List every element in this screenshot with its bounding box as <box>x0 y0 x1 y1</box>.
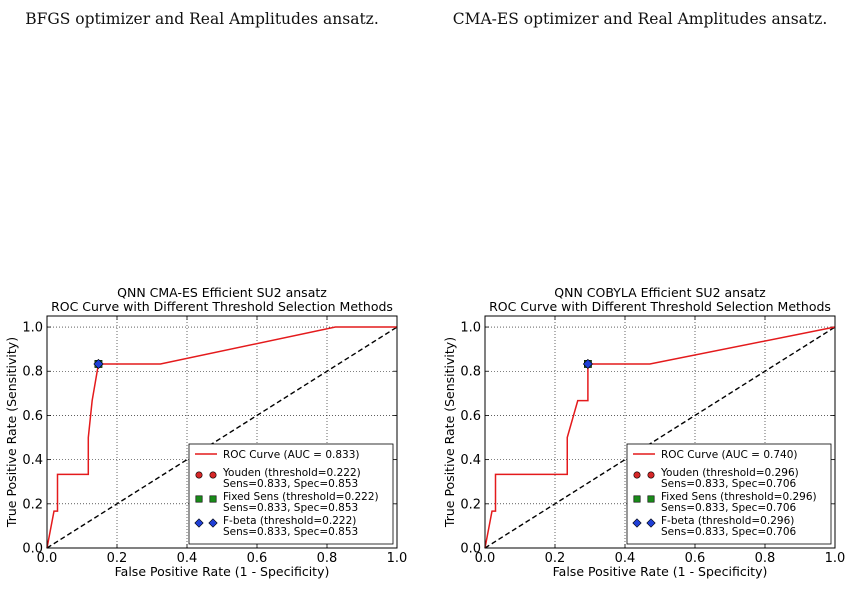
legend-marker-diamond <box>208 518 218 528</box>
y-tick-label: 0.2 <box>22 497 43 512</box>
x-tick-label: 0.0 <box>37 551 58 566</box>
legend-detail: Sens=0.833, Spec=0.853 <box>223 526 358 538</box>
legend-marker-diamond <box>646 518 656 528</box>
legend-marker-square <box>195 495 203 503</box>
legend-marker-circle <box>209 471 217 479</box>
y-tick-label: 0.0 <box>22 542 43 557</box>
x-tick-label: 0.2 <box>545 551 566 566</box>
y-tick-label: 0.2 <box>460 497 481 512</box>
legend-label: Youden (threshold=0.296) <box>660 467 799 479</box>
y-tick-label: 1.0 <box>22 321 43 336</box>
y-tick-label: 0.4 <box>22 453 43 468</box>
x-tick-label: 0.6 <box>247 551 268 566</box>
chart-title: QNN CMA-ES Efficient SU2 ansatz <box>117 285 327 300</box>
y-axis-label: True Positive Rate (Sensitivity) <box>442 337 457 528</box>
legend-marker-diamond <box>194 518 204 528</box>
legend-label: F-beta (threshold=0.222) <box>223 515 356 527</box>
x-tick-label: 0.8 <box>317 551 338 566</box>
legend-detail: Sens=0.833, Spec=0.706 <box>661 478 797 490</box>
y-tick-label: 0.6 <box>22 409 43 424</box>
x-tick-label: 0.2 <box>107 551 128 566</box>
x-tick-label: 0.4 <box>177 551 198 566</box>
y-tick-label: 0.8 <box>22 365 43 380</box>
axes-frame <box>46 315 398 549</box>
legend-marker-diamond <box>632 518 642 528</box>
legend-label: Fixed Sens (threshold=0.296) <box>661 491 817 503</box>
legend-label: Fixed Sens (threshold=0.222) <box>223 491 379 503</box>
x-tick-label: 0.4 <box>615 551 636 566</box>
diagonal-reference-line <box>484 326 836 549</box>
legend: ROC Curve (AUC = 0.833) Youden (threshold… <box>188 443 394 545</box>
roc-curve-line <box>484 326 836 549</box>
caption-line-2: CMA-ES optimizer and Real Amplitudes ans… <box>452 10 828 28</box>
figure-caption-left: BFGS optimizer and Real Amplitudes ansat… <box>2 0 402 52</box>
x-tick-label: 0.8 <box>755 551 776 566</box>
x-axis-label: False Positive Rate (1 - Specificity) <box>553 564 768 579</box>
legend-box <box>626 443 832 545</box>
figure-caption-right: CMA-ES optimizer and Real Amplitudes ans… <box>440 0 840 52</box>
roc-chart-right: QNN COBYLA Efficient SU2 ansatz ROC Curve… <box>438 282 858 588</box>
legend-marker-circle <box>195 471 203 479</box>
x-tick-label: 0.0 <box>475 551 496 566</box>
threshold-marker-diamond <box>93 358 104 369</box>
chart-title: QNN COBYLA Efficient SU2 ansatz <box>554 285 766 300</box>
legend-detail: Sens=0.833, Spec=0.706 <box>661 526 797 538</box>
x-tick-label: 1.0 <box>825 551 846 566</box>
chart-subtitle: ROC Curve with Different Threshold Selec… <box>489 299 831 314</box>
legend-label: ROC Curve (AUC = 0.833) <box>223 449 359 461</box>
y-tick-label: 0.4 <box>460 453 481 468</box>
legend-marker-square <box>647 495 655 503</box>
legend: ROC Curve (AUC = 0.740) Youden (threshold… <box>626 443 832 545</box>
y-tick-label: 0.8 <box>460 365 481 380</box>
legend-marker-square <box>209 495 217 503</box>
legend-detail: Sens=0.833, Spec=0.853 <box>223 478 358 490</box>
legend-label: Youden (threshold=0.222) <box>222 467 361 479</box>
axes-frame <box>484 315 836 549</box>
legend-detail: Sens=0.833, Spec=0.853 <box>223 502 358 514</box>
roc-curve-line <box>46 326 397 549</box>
chart-subtitle: ROC Curve with Different Threshold Selec… <box>51 299 393 314</box>
legend-label: ROC Curve (AUC = 0.740) <box>661 449 797 461</box>
legend-box <box>188 443 394 545</box>
legend-marker-square <box>633 495 641 503</box>
y-tick-label: 0.6 <box>460 409 481 424</box>
x-axis-label: False Positive Rate (1 - Specificity) <box>115 564 330 579</box>
y-tick-label: 1.0 <box>460 321 481 336</box>
diagonal-reference-line <box>46 326 398 549</box>
legend-detail: Sens=0.833, Spec=0.706 <box>661 502 797 514</box>
legend-marker-circle <box>647 471 655 479</box>
y-tick-label: 0.0 <box>460 542 481 557</box>
x-tick-label: 1.0 <box>387 551 408 566</box>
caption-line-2: BFGS optimizer and Real Amplitudes ansat… <box>25 10 379 28</box>
threshold-marker-diamond <box>582 358 593 369</box>
legend-marker-circle <box>633 471 641 479</box>
legend-label: F-beta (threshold=0.296) <box>661 515 794 527</box>
roc-chart-left: QNN CMA-ES Efficient SU2 ansatz ROC Curve… <box>0 282 420 588</box>
x-tick-label: 0.6 <box>685 551 706 566</box>
y-axis-label: True Positive Rate (Sensitivity) <box>4 337 19 528</box>
